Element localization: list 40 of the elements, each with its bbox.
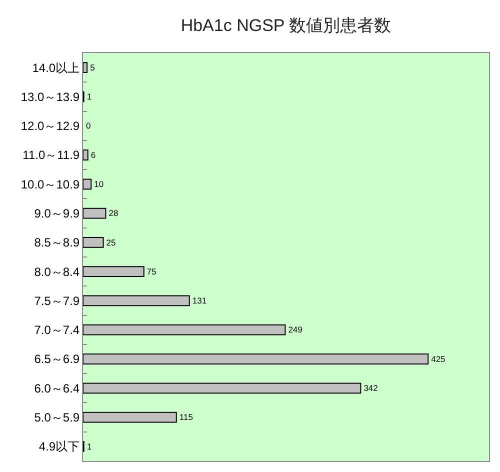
data-label: 115	[179, 412, 194, 422]
data-label: 342	[364, 382, 378, 393]
y-tick-label: 14.0以上	[32, 60, 80, 75]
bar	[83, 236, 104, 248]
y-tick-label: 8.5～8.9	[34, 236, 80, 250]
y-tick-label: 6.5～6.9	[34, 352, 80, 366]
bar	[83, 354, 429, 364]
data-label: 5	[90, 62, 96, 72]
y-tick-label: 13.0～13.9	[20, 90, 80, 104]
data-label: 131	[192, 296, 207, 306]
y-tick-label: 9.0～9.9	[34, 206, 80, 220]
y-tick-label: 12.0～12.9	[20, 119, 80, 134]
y-tick-label: 10.0～10.9	[20, 177, 80, 192]
bar	[83, 266, 144, 278]
y-tick-label: 5.0～5.9	[34, 410, 80, 424]
data-label: 1	[86, 92, 92, 102]
bar	[83, 208, 106, 219]
data-label: 75	[146, 266, 157, 276]
data-label: 28	[108, 208, 118, 218]
y-tick-label: 6.0～6.4	[34, 381, 80, 396]
y-tick-label: 11.0～11.9	[22, 148, 80, 162]
bar	[83, 62, 88, 74]
data-label: 1	[86, 441, 92, 452]
data-label: 249	[288, 324, 303, 335]
data-label: 425	[431, 354, 446, 364]
bar	[83, 150, 88, 160]
y-tick-label: 7.0～7.4	[34, 323, 80, 338]
y-tick-label: 7.5～7.9	[34, 294, 80, 308]
bar	[83, 295, 190, 306]
data-label: 25	[106, 237, 116, 248]
data-label: 6	[90, 150, 96, 160]
chart-title: HbA1c NGSP 数値別患者数	[180, 16, 392, 35]
bar	[83, 382, 362, 394]
bar	[83, 324, 286, 336]
data-label: 10	[94, 178, 104, 189]
y-tick-label: 4.9以下	[38, 440, 80, 454]
data-label: 0	[86, 120, 92, 131]
bar	[83, 178, 92, 190]
bar	[83, 412, 177, 423]
y-tick-label: 8.0～8.4	[34, 264, 80, 279]
